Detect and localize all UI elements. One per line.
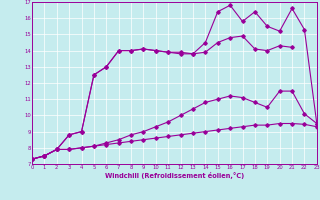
X-axis label: Windchill (Refroidissement éolien,°C): Windchill (Refroidissement éolien,°C) [105,172,244,179]
